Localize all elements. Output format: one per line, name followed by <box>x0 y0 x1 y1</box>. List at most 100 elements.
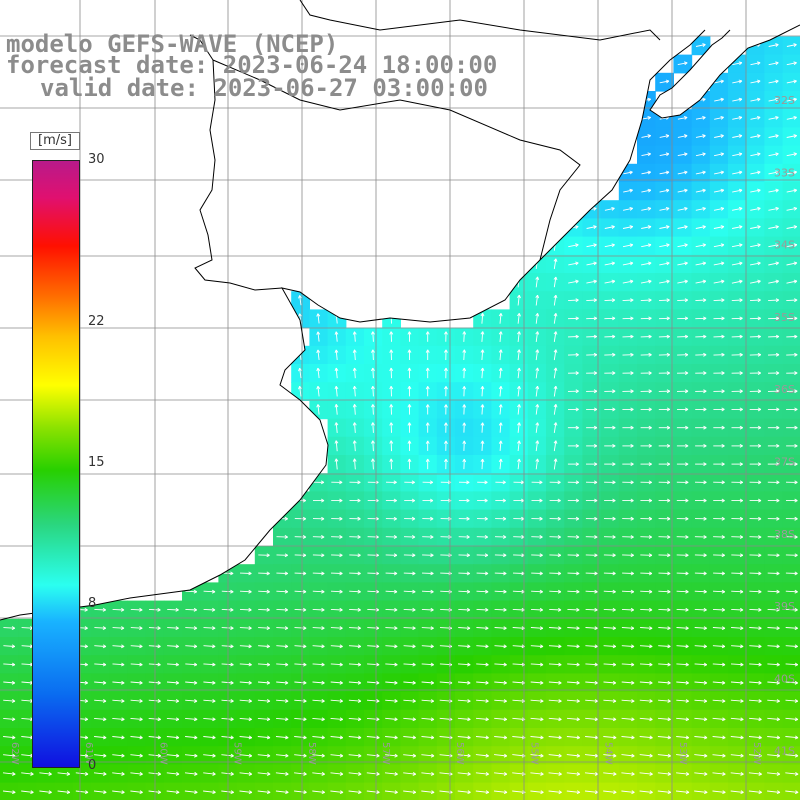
wind-arrow <box>370 367 375 379</box>
wind-arrow <box>586 279 597 284</box>
wind-arrow <box>677 261 688 266</box>
wind-arrow <box>586 316 598 321</box>
wind-arrow <box>370 422 375 433</box>
wind-arrow <box>750 188 761 193</box>
wind-arrow <box>334 458 339 470</box>
wind-arrow <box>677 298 689 303</box>
wind-arrow <box>444 367 448 379</box>
wind-arrow <box>786 79 797 84</box>
wind-arrow <box>786 206 798 211</box>
colorbar-tick-label: 22 <box>88 314 105 329</box>
wind-arrow <box>567 444 579 448</box>
wind-arrow <box>659 79 670 84</box>
wind-arrow <box>585 480 598 485</box>
wind-arrow <box>298 295 302 306</box>
wind-arrow <box>767 444 780 448</box>
wind-arrow <box>586 243 597 248</box>
wind-arrow <box>517 422 521 433</box>
wind-arrow <box>352 385 357 397</box>
wind-arrow <box>422 480 434 485</box>
wind-arrow <box>786 170 797 175</box>
wind-arrow <box>498 313 503 324</box>
wind-arrow <box>604 334 616 339</box>
wind-arrow <box>659 170 670 175</box>
wind-arrow <box>535 276 540 288</box>
wind-arrow <box>352 349 357 361</box>
wind-arrow <box>786 407 798 412</box>
wind-arrow <box>767 371 780 375</box>
wind-arrow <box>462 386 467 397</box>
wind-arrow <box>677 316 689 321</box>
wind-arrow <box>480 404 485 415</box>
wind-arrow <box>677 352 689 357</box>
wind-arrow <box>604 389 616 394</box>
wind-arrow <box>713 206 725 211</box>
wind-arrow <box>658 352 670 357</box>
wind-arrow <box>731 334 743 339</box>
wind-arrow <box>535 422 540 433</box>
wind-arrow <box>695 407 707 412</box>
wind-arrow <box>334 440 339 452</box>
wind-arrow <box>535 331 540 342</box>
wind-arrow <box>622 425 634 430</box>
wind-arrow <box>549 480 561 485</box>
wind-arrow <box>658 425 671 430</box>
wind-arrow <box>586 462 598 466</box>
wind-arrow <box>731 389 743 394</box>
wind-arrow <box>425 458 430 470</box>
wind-arrow <box>750 134 761 138</box>
wind-arrow <box>535 458 540 470</box>
wind-arrow <box>553 367 558 379</box>
wind-arrow <box>567 334 579 339</box>
wind-arrow <box>731 462 743 466</box>
lat-label: 36S <box>774 383 795 396</box>
valid-date: valid date: 2023-06-27 03:00:00 <box>40 74 488 102</box>
wind-arrow <box>750 170 761 175</box>
wind-arrow <box>640 480 652 485</box>
wind-arrow <box>713 425 725 430</box>
wind-arrow <box>622 243 634 248</box>
wind-arrow <box>677 152 688 157</box>
wind-arrow <box>462 331 467 342</box>
wind-arrow <box>535 313 540 324</box>
wind-arrow <box>677 225 688 229</box>
wind-arrow <box>425 367 430 379</box>
wind-arrow <box>498 458 503 470</box>
wind-arrow <box>677 206 688 211</box>
wind-arrow <box>480 440 485 451</box>
wind-arrow <box>786 316 798 321</box>
wind-arrow <box>604 225 615 229</box>
wind-arrow <box>640 298 652 303</box>
wind-arrow <box>659 206 670 211</box>
wind-arrow <box>732 97 743 102</box>
wind-arrow <box>462 422 467 433</box>
wind-arrow <box>604 480 616 485</box>
wind-arrow <box>713 407 725 412</box>
wind-arrow <box>767 480 780 485</box>
wind-arrow <box>334 404 339 415</box>
wind-arrows <box>2 43 799 795</box>
wind-arrow <box>695 425 707 430</box>
colorbar-unit: [m/s] <box>30 132 80 150</box>
wind-arrow <box>714 134 724 138</box>
wind-arrow <box>535 385 540 397</box>
lat-label: 38S <box>774 528 795 541</box>
wind-arrow <box>785 480 798 485</box>
wind-arrow <box>407 385 412 397</box>
wind-arrow <box>462 404 467 415</box>
wind-arrow <box>750 79 761 84</box>
wind-arrow <box>695 444 707 448</box>
lon-label: 53W <box>677 742 688 765</box>
wind-arrow <box>640 352 652 357</box>
wind-arrow <box>768 298 780 303</box>
wind-arrow <box>567 316 579 321</box>
lat-label: 32S <box>774 94 795 107</box>
wind-arrow <box>458 480 470 485</box>
wind-arrow <box>535 440 540 452</box>
wind-arrow <box>389 349 394 361</box>
wind-arrow <box>786 134 797 138</box>
wind-arrow <box>731 243 743 248</box>
wind-arrow <box>568 243 579 248</box>
wind-arrow <box>676 480 689 485</box>
wind-arrow <box>370 385 375 397</box>
